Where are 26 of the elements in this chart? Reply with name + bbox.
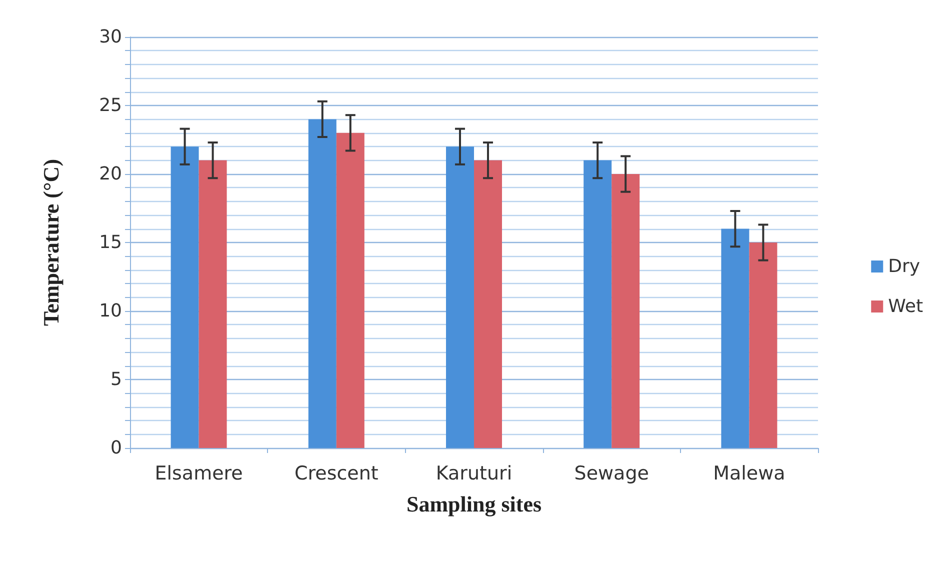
x-tick-label: Karuturi (436, 462, 512, 484)
y-tick-label: 0 (110, 438, 122, 458)
x-axis-title: Sampling sites (406, 492, 542, 516)
x-tick-label: Sewage (574, 462, 649, 484)
legend-label: Wet (888, 296, 923, 317)
bar (749, 242, 778, 448)
bar (170, 146, 199, 448)
x-tick-label: Crescent (294, 462, 378, 484)
legend-label: Dry (888, 256, 920, 277)
y-tick-label: 10 (99, 300, 122, 322)
x-tick-label: Malewa (713, 462, 786, 484)
bar (336, 132, 364, 448)
bar (612, 174, 640, 448)
bar (308, 119, 336, 448)
y-tick-label: 15 (99, 232, 122, 253)
x-tick-label: Elsamere (154, 462, 243, 484)
y-tick-label: 20 (99, 164, 122, 184)
bar (584, 160, 612, 448)
bar (446, 146, 474, 448)
y-axis-title: Temperature (°C) (38, 158, 64, 326)
y-tick-label: 30 (99, 26, 122, 48)
bar (198, 160, 227, 448)
y-tick-label: 25 (99, 95, 122, 116)
bar (721, 228, 750, 448)
bar (474, 160, 502, 448)
y-tick-label: 5 (110, 369, 122, 390)
